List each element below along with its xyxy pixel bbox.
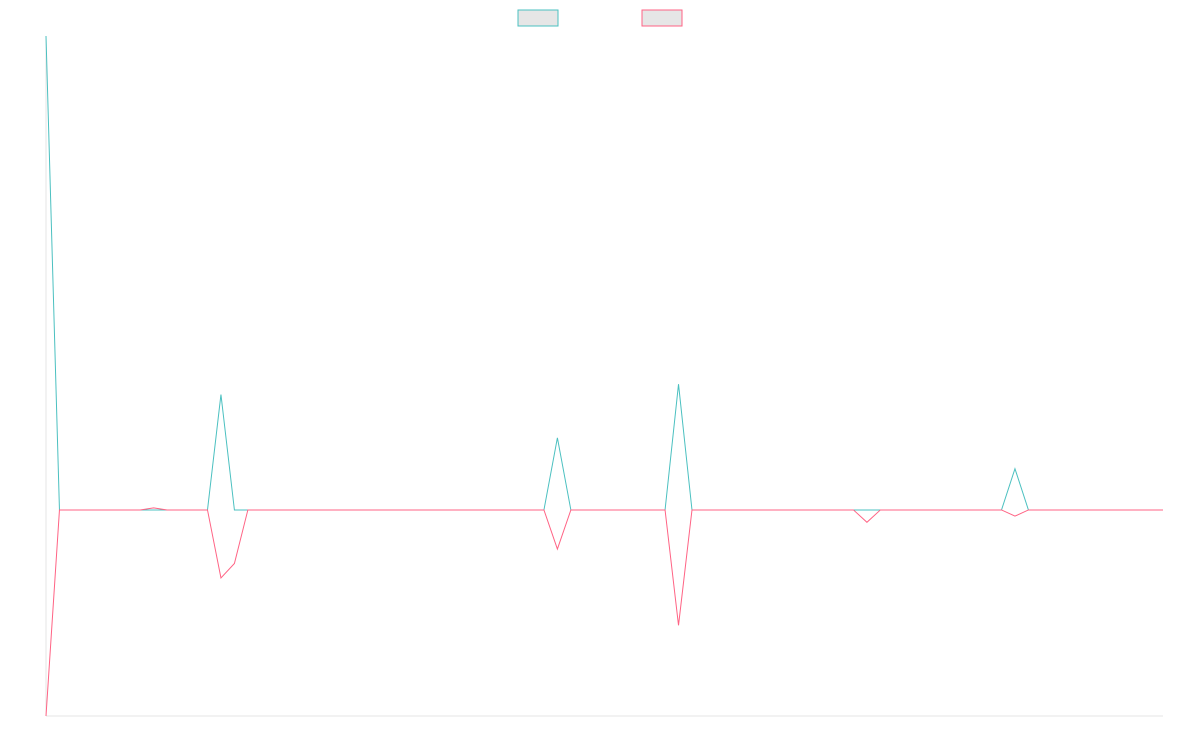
series-line-2 [45,507,1163,717]
series-layer [45,35,1163,717]
series-line-1 [45,35,1163,511]
legend-swatch-1[interactable] [517,9,559,27]
legend[interactable] [517,9,683,27]
legend-swatch-2[interactable] [641,9,683,27]
